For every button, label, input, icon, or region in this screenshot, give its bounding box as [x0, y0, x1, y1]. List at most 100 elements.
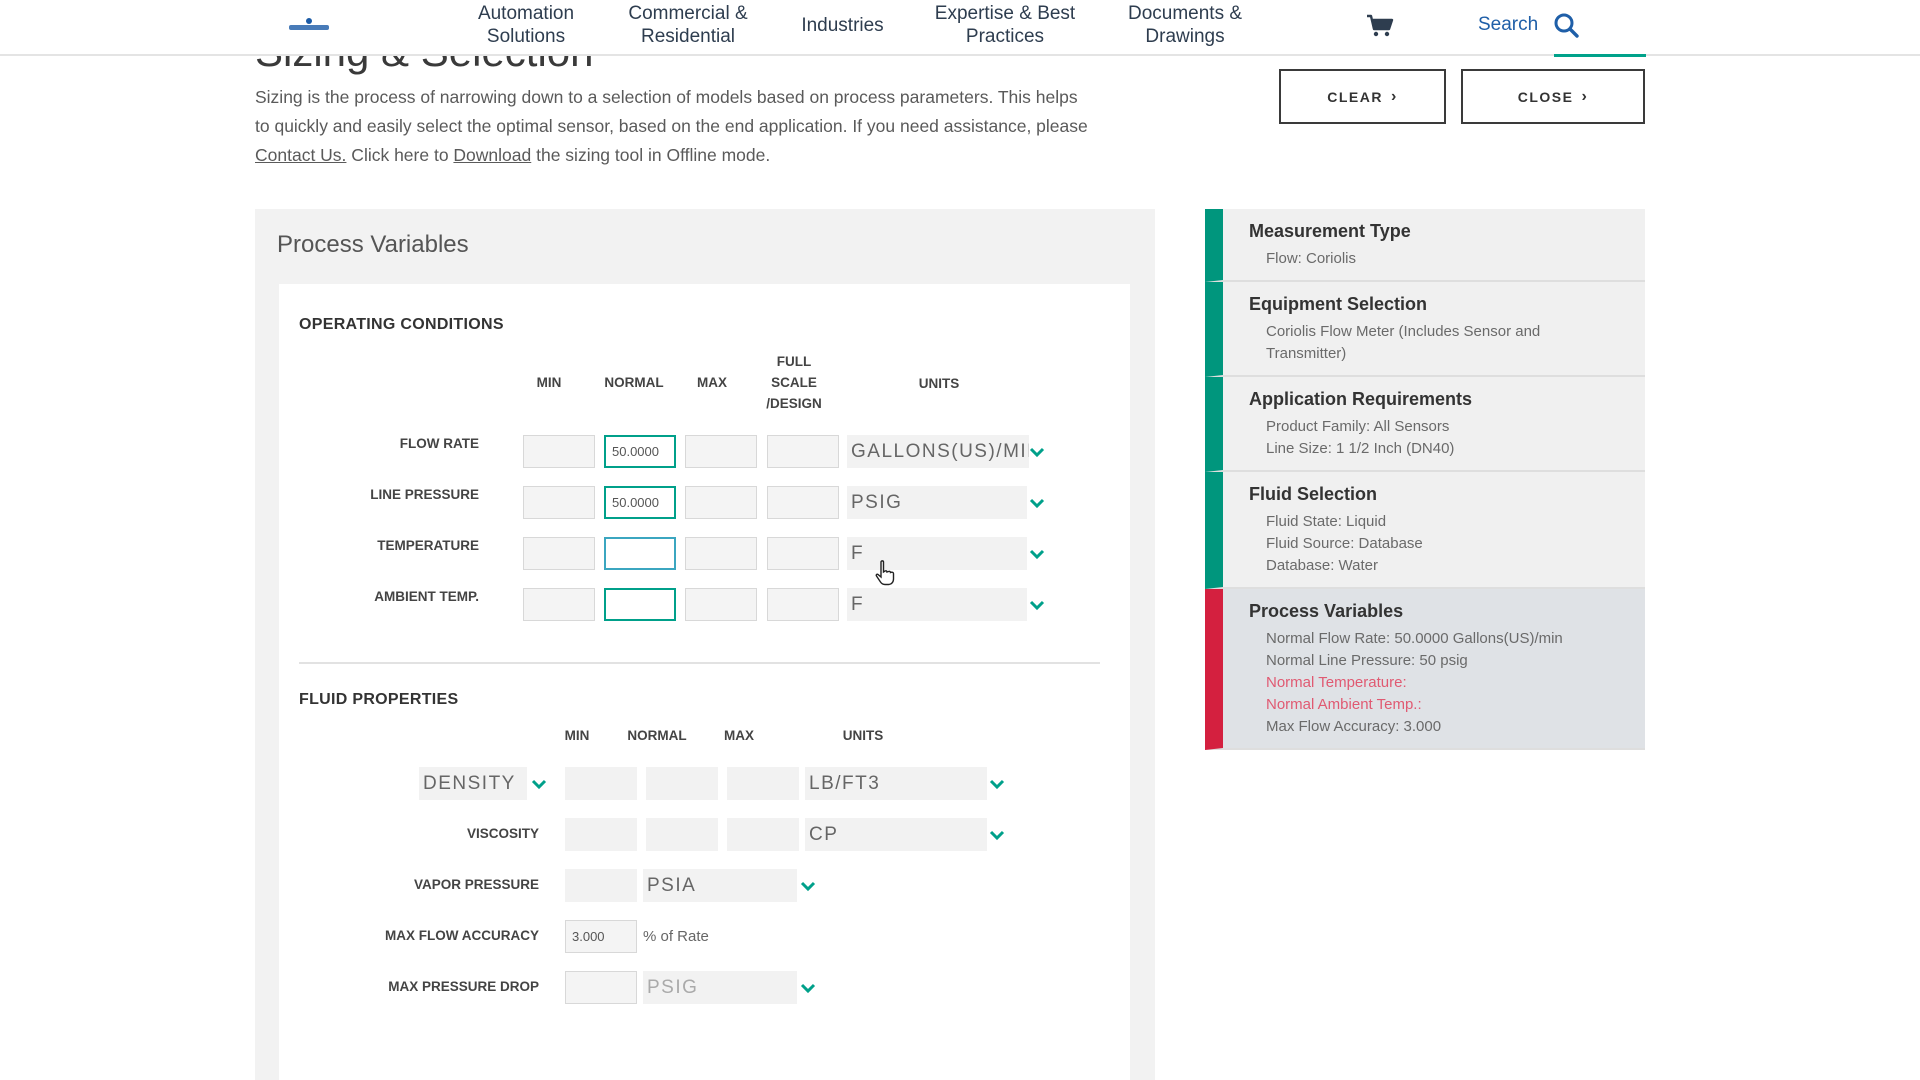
chevron-down-icon[interactable] — [989, 778, 1005, 790]
download-link[interactable]: Download — [453, 145, 532, 165]
nav-label-line1: Industries — [801, 15, 884, 36]
accuracy-unit-note: % of Rate — [643, 928, 709, 945]
density-units-select[interactable]: LB/FT3 — [805, 767, 987, 800]
viscosity-units-select[interactable]: CP — [805, 818, 987, 851]
close-button[interactable]: CLOSE › — [1461, 69, 1645, 124]
density-normal-input[interactable] — [646, 767, 718, 800]
temperature-label: TEMPERATURE — [377, 538, 479, 553]
summary-line-missing: Normal Ambient Temp.: — [1266, 696, 1422, 713]
ambient-temp-normal-input[interactable] — [604, 588, 676, 621]
nav-label-line2: Solutions — [486, 26, 566, 47]
nav-commercial-residential[interactable]: Commercial & Residential — [618, 2, 758, 48]
density-min-input[interactable] — [565, 767, 637, 800]
nav-expertise-best-practices[interactable]: Expertise & Best Practices — [925, 2, 1085, 48]
summary-line-missing: Normal Temperature: — [1266, 674, 1407, 691]
summary-equipment-selection[interactable]: Equipment Selection Coriolis Flow Meter … — [1205, 282, 1645, 377]
emerson-logo[interactable] — [289, 18, 329, 34]
line-pressure-normal-input[interactable]: 50.0000 — [604, 486, 676, 519]
flow-rate-normal-input[interactable]: 50.0000 — [604, 435, 676, 468]
temperature-normal-input[interactable] — [604, 537, 676, 570]
summary-line: Normal Flow Rate: 50.0000 Gallons(US)/mi… — [1266, 630, 1563, 647]
nav-documents-drawings[interactable]: Documents & Drawings — [1115, 2, 1255, 48]
logo-wordmark — [289, 25, 329, 30]
summary-line: Fluid State: Liquid — [1266, 513, 1387, 530]
summary-line: Flow: Coriolis — [1266, 250, 1357, 267]
chevron-down-icon[interactable] — [989, 829, 1005, 841]
ambient-temp-full-input[interactable] — [767, 588, 839, 621]
chevron-down-icon[interactable] — [800, 982, 816, 994]
summary-measurement-type[interactable]: Measurement Type Flow: Coriolis — [1205, 209, 1645, 282]
summary-title: Fluid Selection — [1249, 484, 1378, 504]
line-pressure-max-input[interactable] — [685, 486, 757, 519]
col-min: MIN — [564, 728, 590, 743]
intro-text-2: Click here to — [346, 145, 454, 165]
chevron-down-icon[interactable] — [1029, 497, 1045, 509]
summary-process-variables[interactable]: Process Variables Normal Flow Rate: 50.0… — [1205, 589, 1645, 750]
density-select[interactable]: DENSITY — [419, 767, 527, 800]
vapor-pressure-input[interactable] — [565, 869, 637, 902]
summary-title: Application Requirements — [1249, 389, 1473, 409]
nav-label-line2: Practices — [965, 26, 1045, 47]
flow-rate-max-input[interactable] — [685, 435, 757, 468]
section-divider — [299, 662, 1100, 664]
max-pressure-drop-input[interactable] — [565, 971, 637, 1004]
vapor-pressure-units-select[interactable]: PSIA — [643, 869, 797, 902]
chevron-down-icon[interactable] — [1029, 446, 1045, 458]
nav-industries[interactable]: Industries — [790, 14, 895, 37]
chevron-down-icon[interactable] — [1029, 599, 1045, 611]
ambient-temp-units-select[interactable]: F — [847, 588, 1027, 621]
close-button-label: CLOSE — [1517, 88, 1574, 105]
summary-fluid-selection[interactable]: Fluid Selection Fluid State: Liquid Flui… — [1205, 472, 1645, 589]
summary-application-requirements[interactable]: Application Requirements Product Family:… — [1205, 377, 1645, 472]
intro-paragraph: Sizing is the process of narrowing down … — [255, 83, 1095, 170]
contact-us-link[interactable]: Contact Us. — [255, 145, 347, 165]
summary-line: Coriolis Flow Meter (Includes Sensor and — [1266, 323, 1541, 340]
temperature-min-input[interactable] — [523, 537, 595, 570]
density-max-input[interactable] — [727, 767, 799, 800]
nav-label-line1: Documents & — [1127, 3, 1243, 24]
chevron-down-icon[interactable] — [800, 880, 816, 892]
col-units: UNITS — [918, 376, 960, 391]
shopping-cart-icon[interactable] — [1366, 14, 1394, 38]
viscosity-label: VISCOSITY — [466, 826, 539, 841]
ambient-temp-max-input[interactable] — [685, 588, 757, 621]
line-pressure-units-select[interactable]: PSIG — [847, 486, 1027, 519]
nav-label-line1: Expertise & Best — [934, 3, 1076, 24]
summary-title: Equipment Selection — [1249, 294, 1428, 314]
line-pressure-min-input[interactable] — [523, 486, 595, 519]
flow-rate-full-input[interactable] — [767, 435, 839, 468]
nav-label-line2: Residential — [641, 26, 735, 47]
summary-line: Product Family: All Sensors — [1266, 418, 1450, 435]
vapor-pressure-label: VAPOR PRESSURE — [413, 877, 539, 892]
flow-rate-units-select[interactable]: GALLONS(US)/MIN — [847, 435, 1029, 468]
temperature-units-select[interactable]: F — [847, 537, 1027, 570]
flow-rate-label: FLOW RATE — [399, 436, 479, 451]
nav-automation-solutions[interactable]: Automation Solutions — [460, 2, 592, 48]
fluid-properties-title: FLUID PROPERTIES — [299, 691, 459, 708]
ambient-temp-min-input[interactable] — [523, 588, 595, 621]
chevron-down-icon[interactable] — [531, 778, 547, 790]
chevron-down-icon[interactable] — [1029, 548, 1045, 560]
intro-text-1: Sizing is the process of narrowing down … — [255, 87, 1088, 136]
line-pressure-label: LINE PRESSURE — [370, 487, 479, 502]
viscosity-min-input[interactable] — [565, 818, 637, 851]
summary-title: Process Variables — [1249, 601, 1404, 621]
temperature-full-input[interactable] — [767, 537, 839, 570]
flow-rate-min-input[interactable] — [523, 435, 595, 468]
col-max: MAX — [724, 728, 754, 743]
temperature-max-input[interactable] — [685, 537, 757, 570]
operating-conditions-title: OPERATING CONDITIONS — [299, 316, 504, 333]
clear-button[interactable]: CLEAR › — [1279, 69, 1446, 124]
max-pressure-drop-units-select[interactable]: PSIG — [643, 971, 797, 1004]
search-link[interactable]: Search — [1478, 14, 1539, 35]
search-active-underline — [1554, 54, 1646, 57]
col-normal: NORMAL — [627, 728, 687, 743]
col-full-line3: /DESIGN — [766, 396, 822, 411]
viscosity-normal-input[interactable] — [646, 818, 718, 851]
viscosity-max-input[interactable] — [727, 818, 799, 851]
max-flow-accuracy-input[interactable]: 3.000 — [565, 920, 637, 953]
chevron-right-icon: › — [1581, 87, 1589, 105]
line-pressure-full-input[interactable] — [767, 486, 839, 519]
search-icon[interactable] — [1553, 12, 1579, 38]
col-units: UNITS — [842, 728, 884, 743]
